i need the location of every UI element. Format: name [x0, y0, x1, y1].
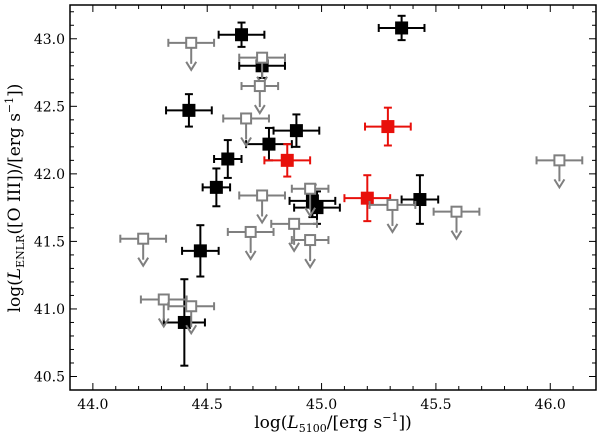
upper-limit-point [238, 51, 286, 87]
data-point [263, 143, 312, 178]
upper-limit-point [290, 234, 330, 269]
open-square-marker [244, 225, 257, 238]
upper-limit-arrow-head [288, 242, 300, 253]
filled-square-marker [182, 103, 196, 117]
x-tick-labels: 44.0 44.5 45.0 45.5 46.0 [77, 397, 566, 413]
upper-limit-point [368, 198, 417, 234]
plot-frame [69, 4, 597, 391]
open-square-marker [185, 300, 198, 313]
upper-limit-point [290, 182, 330, 218]
filled-square-marker [209, 180, 223, 194]
filled-square-marker [289, 124, 303, 138]
upper-limit-point [167, 36, 216, 72]
data-point [217, 21, 266, 48]
filled-square-marker [193, 244, 207, 258]
data-points [119, 14, 584, 367]
x-axis-label: log(L5100/[erg s−1]) [254, 411, 412, 435]
upper-limit-arrow-head [304, 207, 316, 218]
x-tick-label: 46.0 [535, 397, 566, 413]
upper-limit-point [535, 154, 584, 190]
upper-limit-arrow-head [185, 61, 198, 72]
data-point [201, 167, 232, 208]
x-tick-label: 44.0 [77, 397, 108, 413]
open-square-marker [137, 232, 150, 245]
upper-limit-point [167, 300, 216, 336]
data-point [400, 174, 440, 225]
upper-limit-point [226, 225, 275, 261]
upper-limit-point [222, 112, 270, 148]
y-tick-label: 40.5 [34, 369, 65, 385]
filled-square-marker [177, 315, 191, 329]
upper-limit-arrow-head [244, 250, 257, 261]
upper-limit-point [432, 205, 481, 241]
open-square-marker [240, 112, 253, 125]
upper-limit-arrow-head [157, 317, 170, 329]
upper-limit-point [240, 80, 280, 115]
open-square-marker [185, 36, 198, 49]
open-square-marker [157, 293, 170, 306]
upper-limit-arrow-head [450, 230, 463, 241]
filled-square-marker [235, 28, 249, 42]
y-tick-label: 41.0 [34, 302, 65, 318]
filled-square-marker [360, 191, 374, 205]
open-square-marker [256, 189, 269, 202]
open-square-marker [304, 182, 317, 195]
filled-square-marker [262, 137, 276, 151]
upper-limit-arrow-head [553, 178, 566, 190]
x-tick-label: 45.0 [306, 397, 337, 413]
upper-limit-point [139, 293, 188, 329]
x-tick-label: 45.5 [420, 397, 451, 413]
data-point [181, 224, 220, 278]
data-point [162, 278, 206, 367]
upper-limit-point [119, 232, 168, 268]
open-square-marker [553, 154, 566, 167]
data-point [272, 113, 321, 148]
filled-square-marker [395, 21, 409, 35]
open-square-marker [386, 198, 399, 211]
upper-limit-arrow-head [253, 104, 266, 115]
open-square-marker [288, 217, 301, 230]
x-tick-label: 44.5 [192, 397, 223, 413]
filled-square-marker [221, 152, 235, 166]
open-square-marker [253, 80, 266, 93]
open-square-marker [450, 205, 463, 218]
data-point [343, 174, 392, 223]
upper-limit-arrow-head [240, 136, 252, 148]
upper-limit-arrow-head [185, 324, 198, 336]
y-axis-label: log(LENLR([O III])/[erg s−1]) [3, 84, 27, 313]
y-tick-label: 41.5 [34, 234, 65, 250]
upper-limit-arrow-head [304, 258, 316, 269]
filled-square-marker [280, 153, 294, 167]
upper-limit-point [270, 217, 318, 253]
data-point [213, 139, 243, 179]
data-point [293, 190, 341, 225]
open-square-marker [256, 51, 269, 64]
data-point [364, 106, 412, 147]
open-square-marker [304, 234, 317, 247]
data-point [377, 14, 426, 42]
upper-limit-arrow-head [256, 213, 268, 225]
y-tick-label: 42.0 [34, 167, 65, 183]
axis-ticks [70, 5, 597, 391]
filled-square-marker [413, 193, 427, 207]
y-tick-label: 43.0 [34, 32, 65, 48]
filled-square-marker [381, 120, 395, 134]
upper-limit-point [238, 189, 286, 225]
upper-limit-arrow-head [386, 223, 399, 234]
y-tick-labels: 40.5 41.0 41.5 42.0 42.5 43.0 [34, 32, 65, 386]
data-point [165, 93, 213, 128]
y-tick-label: 42.5 [34, 99, 65, 115]
upper-limit-arrow-head [137, 257, 150, 268]
